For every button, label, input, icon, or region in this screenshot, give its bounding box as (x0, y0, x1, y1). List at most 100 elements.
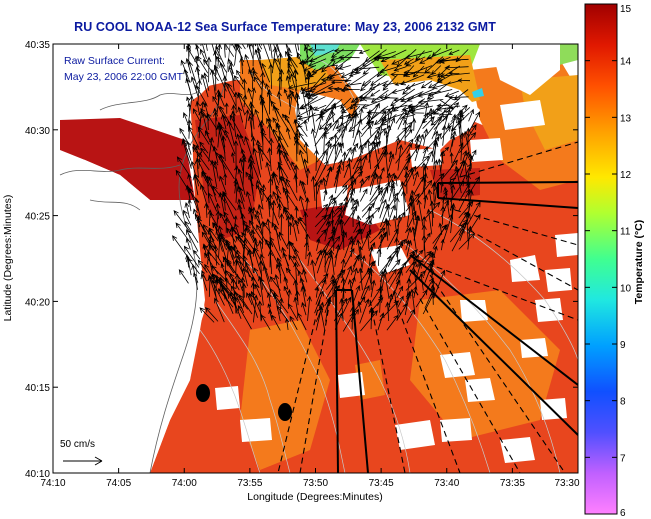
current-vector (224, 102, 229, 114)
current-vector (369, 241, 376, 257)
current-vector (356, 214, 363, 244)
current-vector (390, 179, 397, 202)
current-vector (195, 44, 199, 52)
current-vector (173, 209, 192, 234)
annotation-line1: Raw Surface Current: (64, 55, 165, 67)
current-vector (414, 136, 420, 154)
current-vector (268, 200, 280, 226)
current-vector (202, 224, 215, 242)
current-vector (248, 219, 264, 243)
current-vector (293, 139, 299, 162)
current-vector (403, 70, 433, 76)
current-vector (356, 239, 363, 268)
current-vector (451, 130, 457, 147)
colorbar-tick-label: 15 (620, 4, 632, 15)
current-vector (342, 296, 352, 314)
current-vector (303, 141, 309, 164)
current-vector (436, 105, 461, 112)
current-vector (303, 44, 308, 50)
current-vector (413, 214, 420, 236)
current-vector (361, 97, 388, 109)
current-vector (266, 196, 272, 218)
current-vector (184, 220, 199, 243)
current-vector (305, 197, 310, 211)
current-vector (432, 224, 447, 249)
current-vector (440, 238, 445, 251)
current-vector (387, 268, 397, 283)
current-vector (207, 176, 217, 203)
current-vector (253, 76, 263, 91)
current-vector (314, 149, 327, 179)
current-vector (378, 181, 390, 211)
current-vector (242, 94, 248, 108)
current-vector (277, 135, 289, 162)
current-vector (293, 255, 300, 267)
scale-arrow (63, 456, 103, 466)
current-vector (225, 240, 234, 261)
current-vector (333, 184, 348, 201)
current-vector (421, 176, 427, 203)
current-vector (369, 163, 379, 188)
current-vector (368, 245, 374, 267)
x-axis: 74:10 74:05 74:00 73:55 73:50 73:45 73:40 73:35… (40, 44, 580, 489)
current-vector (229, 272, 240, 291)
current-vector (374, 173, 380, 195)
current-vector (440, 150, 446, 172)
current-vector (303, 241, 310, 260)
current-vector (297, 113, 324, 121)
current-vector (362, 67, 372, 75)
current-vector (365, 138, 372, 170)
current-vector (219, 105, 235, 131)
current-vector (423, 128, 429, 146)
current-vector (289, 315, 298, 330)
station-marker (196, 384, 210, 402)
current-vector (213, 160, 219, 179)
current-vector (229, 291, 242, 319)
current-vector (297, 44, 300, 51)
current-vector (197, 259, 208, 273)
current-vector (333, 48, 362, 54)
current-vector (394, 174, 398, 187)
current-vector (448, 49, 460, 55)
station-marker (278, 403, 292, 421)
current-vector (406, 308, 415, 324)
current-vector (183, 245, 200, 268)
y-tick-label: 40:10 (25, 469, 50, 480)
current-vector (393, 97, 405, 102)
current-vector (377, 230, 388, 250)
current-vector (334, 243, 341, 267)
current-vector (285, 50, 299, 75)
current-vector (373, 134, 380, 154)
current-vector (209, 244, 224, 266)
current-vector (406, 239, 413, 257)
current-vector (236, 185, 245, 210)
current-vector (410, 110, 425, 116)
current-vector (436, 74, 451, 83)
current-vector (261, 44, 273, 68)
current-vector (368, 124, 373, 137)
current-vector (419, 56, 433, 64)
current-vector (265, 161, 272, 179)
current-vector (388, 150, 393, 162)
current-vector (268, 63, 274, 89)
current-vector (228, 61, 235, 91)
current-vector (314, 181, 320, 210)
current-vector (378, 95, 399, 101)
current-vector (390, 71, 408, 77)
current-vector (377, 312, 385, 331)
current-vector (221, 113, 227, 130)
current-vector (285, 178, 298, 201)
current-vector (395, 136, 401, 156)
current-vector (352, 112, 359, 139)
current-vector (184, 202, 190, 219)
current-vector (413, 285, 418, 298)
current-vector (316, 179, 323, 195)
current-vector (442, 213, 454, 243)
current-vector (241, 231, 254, 250)
current-vector (190, 160, 200, 187)
colorbar (584, 3, 618, 515)
current-vector (249, 110, 255, 138)
current-vector (332, 279, 338, 298)
current-vector (406, 143, 412, 154)
current-vector (390, 184, 397, 211)
